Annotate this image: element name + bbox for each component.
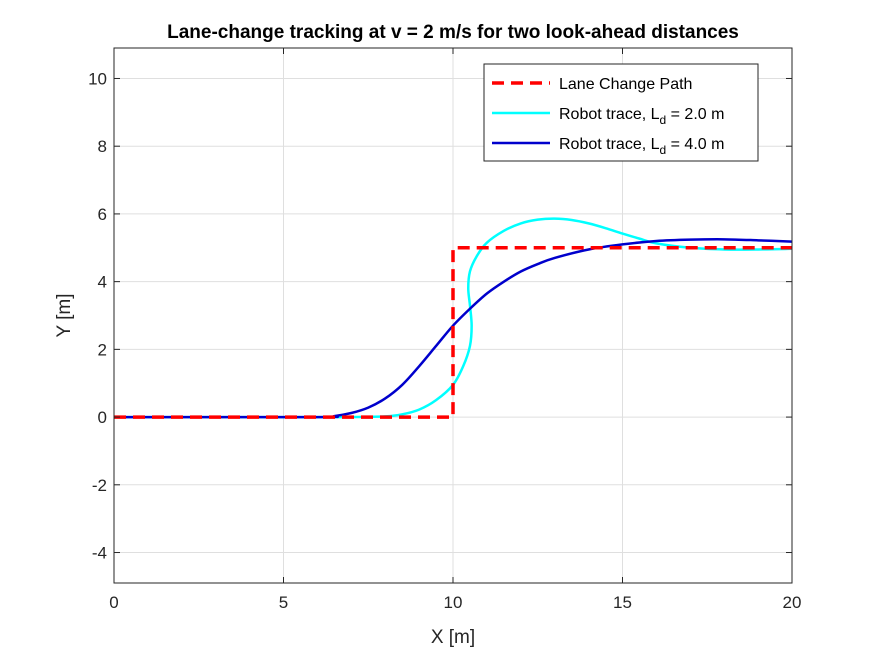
legend-label-tail: = 2.0 m	[666, 106, 724, 123]
y-tick-label: 0	[98, 408, 107, 427]
series-layer	[113, 217, 793, 419]
legend-label-main: Robot trace, L	[559, 106, 660, 123]
legend-label-2: Robot trace, Ld = 4.0 m	[559, 136, 724, 157]
y-tick-label: 6	[98, 205, 107, 224]
y-axis-label: Y [m]	[54, 294, 75, 338]
x-axis-label: X [m]	[431, 627, 475, 648]
y-tick-label: 2	[98, 340, 107, 359]
x-tick-label: 10	[444, 593, 463, 612]
legend-label-tail: = 4.0 m	[666, 136, 724, 153]
y-tick-label: 8	[98, 137, 107, 156]
legend-label-1: Robot trace, Ld = 2.0 m	[559, 106, 724, 127]
legend-label-main: Robot trace, L	[559, 136, 660, 153]
series-line-1	[114, 217, 793, 419]
legend-label-subscript: d	[660, 113, 667, 127]
x-tick-label: 5	[279, 593, 288, 612]
legend-label-0: Lane Change Path	[559, 76, 692, 93]
legend-label-subscript: d	[660, 143, 667, 157]
legend-label-main: Lane Change Path	[559, 76, 692, 93]
chart-title: Lane-change tracking at v = 2 m/s for tw…	[167, 22, 739, 43]
y-tick-label: -4	[92, 544, 107, 563]
series-line-0	[114, 246, 792, 419]
y-tick-label: 4	[98, 273, 107, 292]
y-tick-label: 10	[88, 69, 107, 88]
x-tick-label: 15	[613, 593, 632, 612]
x-tick-label: 20	[783, 593, 802, 612]
x-tick-label: 0	[109, 593, 118, 612]
series-line-2	[113, 238, 793, 419]
y-tick-label: -2	[92, 476, 107, 495]
ticks: 0 5 10 15 20 -4 -2 0 2 4 6 8 10	[88, 48, 801, 612]
